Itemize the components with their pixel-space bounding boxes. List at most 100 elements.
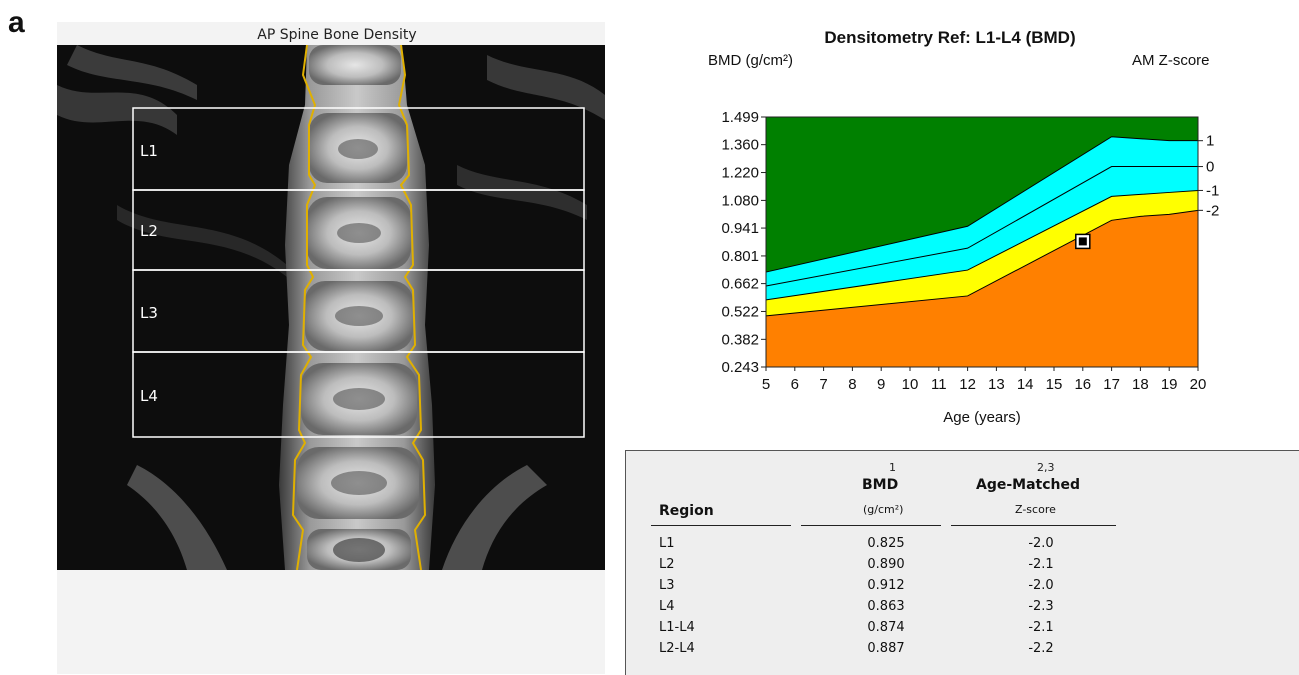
- y2-tick-label: 0: [1206, 159, 1214, 176]
- table-row: L2-L4 0.887 -2.2: [626, 641, 1299, 661]
- roi-label-l3: L3: [140, 304, 158, 322]
- pelvis-shadow: [442, 465, 547, 570]
- header-bmd-superscript: 1: [889, 461, 896, 474]
- cell-bmd: 0.863: [867, 599, 905, 614]
- y-tick-label: 0.243: [721, 359, 759, 376]
- soft-tissue: [117, 205, 287, 277]
- y-tick-label: 0.662: [721, 276, 759, 293]
- header-underline: [951, 525, 1116, 526]
- y-tick-label: 1.499: [721, 109, 759, 126]
- x-tick-label: 13: [988, 376, 1005, 393]
- vertebra: [309, 45, 401, 85]
- pedicle-shadow: [338, 139, 378, 159]
- header-underline: [801, 525, 941, 526]
- cell-zscore: -2.0: [1028, 578, 1054, 593]
- cell-bmd: 0.825: [867, 536, 905, 551]
- pelvis-shadow: [127, 465, 227, 570]
- pedicle-shadow: [331, 471, 387, 495]
- x-tick-label: 12: [959, 376, 976, 393]
- table-row: L3 0.912 -2.0: [626, 578, 1299, 598]
- x-axis-label: Age (years): [943, 409, 1021, 426]
- zscore-line--2: [765, 209, 1199, 317]
- cell-zscore: -2.1: [1028, 620, 1054, 635]
- y-tick-label: 1.360: [721, 137, 759, 154]
- y-axis-ticks: 1.499 1.360 1.220 1.080 0.941 0.801 0.662 0.522…: [721, 109, 766, 376]
- roi-label-l1: L1: [140, 142, 158, 160]
- rib-shadow: [487, 55, 605, 120]
- bone-edge-right: [397, 45, 427, 570]
- table-row: L1 0.825 -2.0: [626, 536, 1299, 556]
- cell-bmd: 0.887: [867, 641, 905, 656]
- cell-zscore: -2.2: [1028, 641, 1054, 656]
- cell-zscore: -2.1: [1028, 557, 1054, 572]
- band-minus1-to-minus2: [766, 190, 1198, 316]
- bone-edge-left: [291, 45, 317, 570]
- header-age-matched: Age-Matched: [976, 477, 1081, 493]
- cell-region: L1: [659, 536, 675, 551]
- reference-bands: [766, 117, 1198, 367]
- header-underline: [651, 525, 791, 526]
- x-tick-label: 5: [762, 376, 770, 393]
- y2-tick-label: 1: [1206, 133, 1214, 150]
- roi-box-l4: [132, 351, 585, 438]
- x-tick-label: 20: [1190, 376, 1207, 393]
- y-tick-label: 0.382: [721, 331, 759, 348]
- roi-label-l2: L2: [140, 222, 158, 240]
- x-tick-label: 19: [1161, 376, 1178, 393]
- spine-scan-image: L1 L2 L3 L4: [57, 45, 605, 570]
- x-tick-label: 15: [1046, 376, 1063, 393]
- x-tick-label: 16: [1074, 376, 1091, 393]
- y2-axis-ticks: 1 0 -1 -2: [1198, 133, 1219, 219]
- y2-tick-label: -2: [1206, 202, 1219, 219]
- cell-region: L2-L4: [659, 641, 695, 656]
- table-row: L4 0.863 -2.3: [626, 599, 1299, 619]
- y-axis-label: BMD (g/cm²): [708, 52, 793, 69]
- cell-region: L4: [659, 599, 675, 614]
- table-row: L1-L4 0.874 -2.1: [626, 620, 1299, 640]
- panel-letter: a: [8, 6, 25, 39]
- x-tick-label: 10: [902, 376, 919, 393]
- y-tick-label: 1.220: [721, 165, 759, 182]
- cell-zscore: -2.0: [1028, 536, 1054, 551]
- cell-region: L2: [659, 557, 675, 572]
- cell-zscore: -2.3: [1028, 599, 1054, 614]
- band-plus1-to-minus1: [766, 136, 1198, 300]
- scan-title: AP Spine Bone Density: [257, 27, 417, 43]
- y-tick-label: 0.522: [721, 303, 759, 320]
- header-z-superscript: 2,3: [1037, 461, 1055, 474]
- zscore-lines: [765, 136, 1199, 317]
- y2-tick-label: -1: [1206, 182, 1219, 199]
- patient-marker-group: [1075, 233, 1091, 250]
- pedicle-shadow: [335, 306, 383, 326]
- rib-shadow: [457, 165, 587, 220]
- pedicle-shadow: [333, 388, 385, 410]
- table-row: L2 0.890 -2.1: [626, 557, 1299, 577]
- header-region: Region: [659, 503, 714, 519]
- cell-bmd: 0.912: [867, 578, 905, 593]
- pedicle-shadow: [333, 538, 385, 562]
- header-bmd: BMD: [862, 477, 899, 493]
- x-tick-label: 8: [848, 376, 856, 393]
- x-tick-label: 7: [819, 376, 827, 393]
- x-tick-label: 9: [877, 376, 885, 393]
- densitometry-chart: 1.499 1.360 1.220 1.080 0.941 0.801 0.662 0.522…: [721, 109, 1219, 426]
- rib-shadow: [57, 85, 177, 135]
- header-bmd-unit: (g/cm²): [863, 503, 904, 516]
- results-table: Region 1 BMD (g/cm²) 2,3 Age-Matched Z-s…: [625, 450, 1299, 675]
- zscore-line--1: [765, 189, 1199, 301]
- roi-label-l4: L4: [140, 387, 158, 405]
- x-tick-label: 17: [1103, 376, 1120, 393]
- x-tick-label: 11: [931, 376, 947, 393]
- cell-region: L3: [659, 578, 675, 593]
- plot-frame: [765, 116, 1199, 368]
- cell-region: L1-L4: [659, 620, 695, 635]
- x-tick-label: 6: [791, 376, 799, 393]
- y-tick-label: 1.080: [721, 192, 759, 209]
- zscore-line-0: [765, 166, 1198, 287]
- rib-shadow: [67, 45, 197, 100]
- x-tick-label: 18: [1132, 376, 1149, 393]
- y-tick-label: 0.801: [721, 248, 759, 265]
- patient-marker-dot: [1078, 237, 1087, 246]
- zscore-line-1: [765, 136, 1198, 273]
- cell-bmd: 0.874: [867, 620, 905, 635]
